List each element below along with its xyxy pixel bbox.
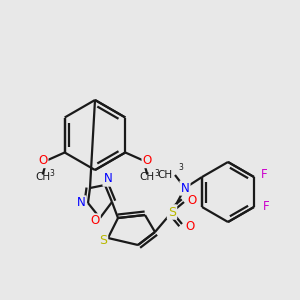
Text: N: N (181, 182, 189, 194)
Text: 3: 3 (154, 169, 159, 178)
Text: CH: CH (35, 172, 50, 182)
Text: F: F (261, 167, 267, 181)
Text: O: O (188, 194, 196, 206)
Text: CH: CH (140, 172, 155, 182)
Text: N: N (76, 196, 85, 209)
Text: N: N (103, 172, 112, 185)
Text: O: O (185, 220, 195, 232)
Text: O: O (38, 154, 47, 167)
Text: O: O (90, 214, 100, 227)
Text: S: S (99, 233, 107, 247)
Text: O: O (143, 154, 152, 167)
Text: F: F (263, 200, 269, 214)
Text: 3: 3 (178, 163, 183, 172)
Text: 3: 3 (50, 169, 55, 178)
Text: S: S (168, 206, 176, 218)
Text: CH: CH (158, 170, 173, 180)
